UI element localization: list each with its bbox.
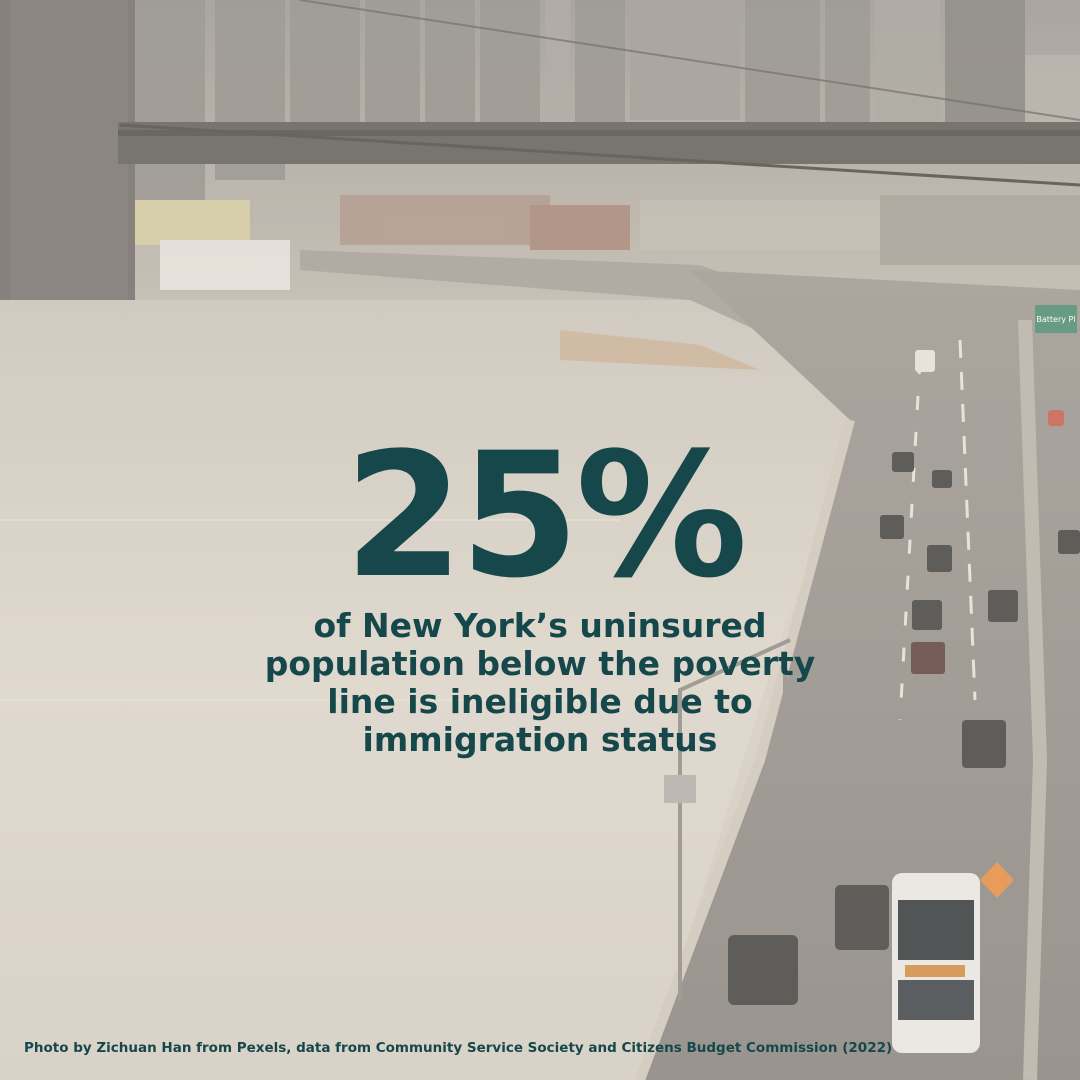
vehicles bbox=[728, 350, 1080, 1005]
bus bbox=[892, 873, 980, 1053]
highway-sign bbox=[1035, 305, 1077, 333]
lamp-posts bbox=[678, 638, 791, 1000]
bridge-deck bbox=[118, 122, 1080, 164]
river bbox=[0, 300, 870, 1080]
headline-stat: 25% bbox=[344, 415, 748, 616]
road-sign bbox=[980, 862, 1014, 898]
photo-data-credit: Photo by Zichuan Han from Pexels, data f… bbox=[24, 1040, 893, 1056]
highway-sign-text: Battery Pl bbox=[1036, 315, 1075, 324]
waterfront-buildings bbox=[125, 195, 1080, 290]
headline-caption: of New York’s uninsured population below… bbox=[264, 606, 816, 759]
